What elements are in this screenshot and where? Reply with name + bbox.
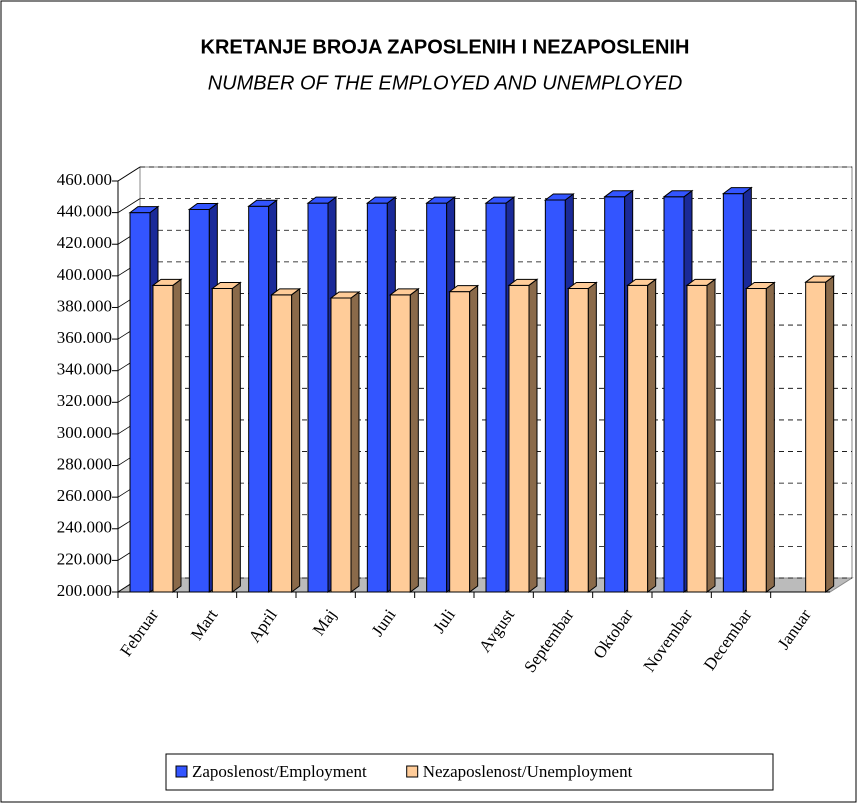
bar-side — [409, 287, 419, 593]
bar-top — [270, 288, 302, 296]
bar-top — [151, 278, 183, 286]
bar — [366, 202, 388, 593]
y-tick-label: 440.000 — [57, 202, 112, 221]
bar — [449, 291, 471, 593]
bar — [307, 202, 329, 593]
bar-top — [685, 278, 717, 286]
legend-swatch — [175, 765, 188, 778]
y-tick-label: 460.000 — [57, 170, 112, 189]
bar — [604, 196, 626, 593]
bar-top — [543, 193, 575, 201]
bar-side — [172, 278, 182, 593]
bar — [745, 287, 767, 593]
bar — [686, 284, 708, 593]
y-tick-label: 220.000 — [57, 549, 112, 568]
bar-side — [350, 290, 360, 593]
chart-subtitle: NUMBER OF THE EMPLOYED AND UNEMPLOYED — [208, 72, 683, 94]
legend-swatch — [406, 765, 419, 778]
bar — [805, 281, 827, 593]
bar-top — [662, 190, 694, 198]
bar-top — [507, 278, 539, 286]
y-tick-label: 260.000 — [57, 486, 112, 505]
y-tick-label: 200.000 — [57, 581, 112, 600]
bar-side — [528, 278, 538, 593]
y-tick-label: 280.000 — [57, 454, 112, 473]
bar-top — [744, 281, 776, 289]
bar-top — [721, 187, 753, 195]
bar — [485, 202, 507, 593]
bar-top — [210, 281, 242, 289]
bar-side — [291, 287, 301, 593]
bar-side — [469, 284, 479, 593]
y-tick-label: 340.000 — [57, 360, 112, 379]
bar — [508, 284, 530, 593]
bar — [271, 294, 293, 593]
bar-top — [365, 196, 397, 204]
bar-top — [128, 206, 160, 214]
y-tick-label: 300.000 — [57, 423, 112, 442]
bar-top — [626, 278, 658, 286]
bar-top — [329, 291, 361, 299]
bar — [152, 284, 174, 593]
bar — [567, 287, 589, 593]
bar-top — [566, 281, 598, 289]
bar-side — [231, 281, 241, 593]
bar-top — [804, 275, 836, 283]
grid-line-side — [117, 166, 141, 182]
chart-title: KRETANJE BROJA ZAPOSLENIH I NEZAPOSLENIH — [201, 36, 690, 58]
bar — [663, 196, 685, 593]
legend-box — [165, 753, 774, 791]
bar — [129, 212, 151, 593]
bar-side — [765, 281, 775, 593]
bar-side — [825, 275, 835, 593]
y-tick-label: 420.000 — [57, 233, 112, 252]
bar — [248, 205, 270, 593]
grid-line-side — [117, 198, 141, 213]
bar — [722, 193, 744, 593]
bar-side — [647, 278, 657, 593]
bar-side — [706, 278, 716, 593]
y-tick-label: 240.000 — [57, 518, 112, 537]
bar-top — [484, 196, 516, 204]
bar — [544, 199, 566, 593]
bar-top — [603, 190, 635, 198]
y-tick-label: 380.000 — [57, 296, 112, 315]
legend-label: Nezaposlenost/Unemployment — [423, 762, 633, 781]
y-tick-label: 400.000 — [57, 265, 112, 284]
bar-top — [306, 196, 338, 204]
bar — [426, 202, 448, 593]
bar — [211, 287, 233, 593]
bar-side — [587, 281, 597, 593]
bar-top — [187, 202, 219, 210]
bar — [330, 297, 352, 593]
bar — [627, 284, 649, 593]
bar-top — [425, 196, 457, 204]
bar — [188, 208, 210, 593]
bar — [389, 294, 411, 593]
bar-top — [388, 288, 420, 296]
y-tick-label: 360.000 — [57, 328, 112, 347]
y-tick-label: 320.000 — [57, 391, 112, 410]
bar-top — [247, 199, 279, 207]
bar-top — [448, 285, 480, 293]
legend-label: Zaposlenost/Employment — [192, 762, 367, 781]
